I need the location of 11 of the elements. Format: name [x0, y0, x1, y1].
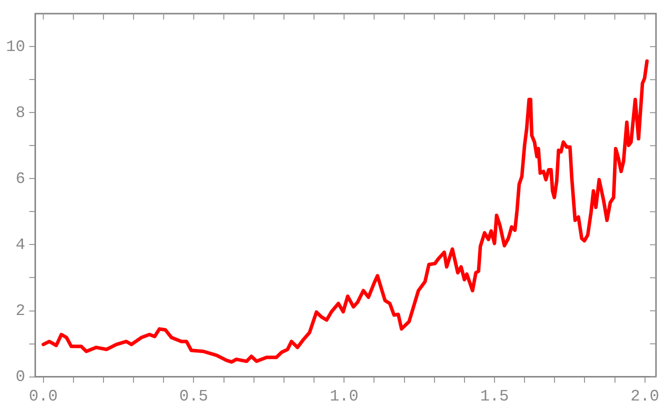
y-tick-label: 6 — [16, 170, 26, 188]
y-tick-label: 4 — [16, 236, 26, 254]
y-tick-label: 10 — [6, 38, 26, 56]
x-tick-label: 2.0 — [630, 388, 660, 406]
y-tick-label: 2 — [16, 302, 26, 320]
x-tick-label: 1.0 — [330, 388, 359, 406]
x-tick-label: 0.5 — [179, 388, 208, 406]
x-tick-label: 0.0 — [28, 388, 58, 406]
y-tick-label: 8 — [16, 104, 26, 122]
x-tick-label: 1.5 — [480, 388, 509, 406]
y-tick-label: 0 — [16, 368, 26, 386]
